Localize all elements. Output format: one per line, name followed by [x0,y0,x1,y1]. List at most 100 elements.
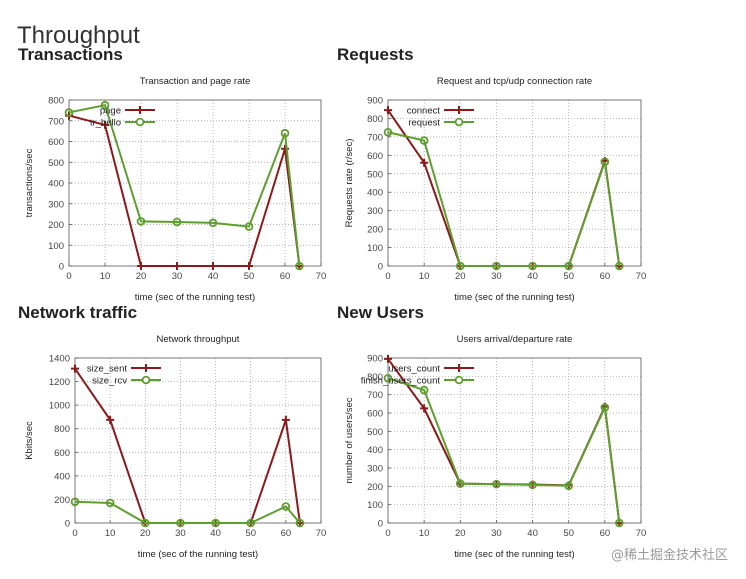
y-tick-label: 0 [378,519,383,530]
series-page [65,111,304,270]
y-tick-label: 500 [367,427,383,438]
y-tick-label: 1200 [49,377,70,388]
legend-label: page [100,106,121,117]
grid [388,358,641,523]
data-point [420,404,429,413]
data-point [419,136,429,145]
series-tr-hello [64,100,304,271]
data-point [492,479,501,489]
legend-label: tr_hello [90,118,121,129]
data-point [208,218,218,228]
section-title-transactions: Transactions [18,45,123,64]
y-tick-label: 100 [48,241,64,252]
y-tick-label: 400 [367,445,383,456]
users-arrival-departure-chart: Users arrival/departure rate 0 10 20 30 40 50 6… [344,334,646,560]
data-point [528,480,537,490]
data-point [100,100,110,110]
series-line [387,377,621,524]
data-point [492,261,501,271]
series-line [68,114,301,267]
y-axis-label: Requests rate (r/sec) [344,139,355,228]
data-point [455,261,465,271]
data-point [281,415,290,424]
y-tick-label: 100 [367,500,383,511]
x-axis-label: time (sec of the running test) [454,549,574,560]
x-tick-label: 30 [172,271,183,282]
watermark-text: @稀土掘金技术社区 [610,548,728,563]
x-axis-label: time (sec of the running test) [454,292,574,303]
y-tick-label: 600 [54,448,70,459]
data-point [564,261,574,271]
y-tick-label: 500 [48,158,64,169]
data-point [615,261,624,271]
legend-label: users_count [388,364,440,375]
x-tick-label: 50 [244,271,255,282]
x-tick-label: 30 [175,528,186,539]
data-point [295,518,305,528]
y-tick-label: 500 [367,169,383,180]
x-axis-label: time (sec of the running test) [138,549,258,560]
y-tick-label: 700 [48,116,64,127]
x-tick-label: 70 [636,271,647,282]
legend-marker [455,106,463,114]
plot-frame [387,357,642,524]
legend-marker [141,375,151,385]
legend-marker [136,106,144,114]
data-point [70,497,80,507]
series-request [383,127,624,271]
chart-title: Users arrival/departure rate [457,334,573,345]
x-tick-label: 40 [527,271,538,282]
x-tick-label: 50 [563,271,574,282]
y-tick-label: 0 [59,262,64,273]
x-tick-label: 10 [419,271,430,282]
transaction-page-rate-chart: Transaction and page rate 0 10 20 30 40 50 60 70… [24,76,327,303]
x-tick-label: 30 [491,271,502,282]
legend-marker [454,375,464,385]
y-tick-label: 800 [367,372,383,383]
x-tick-label: 40 [527,528,538,539]
y-tick-label: 600 [48,137,64,148]
y-tick-label: 300 [367,206,383,217]
data-point [244,222,254,231]
y-tick-label: 200 [48,220,64,231]
section-title-network-traffic: Network traffic [18,303,138,322]
network-throughput-chart: Network throughput 0 10 20 30 40 50 60 70 0 200 400… [24,334,326,560]
data-point [173,262,181,270]
y-tick-label: 300 [48,199,64,210]
data-point [528,261,537,271]
data-point [615,518,624,528]
data-point [211,518,220,528]
data-point [384,106,392,115]
y-tick-label: 600 [367,151,383,162]
chart-title: Request and tcp/udp connection rate [437,76,592,87]
y-tick-label: 100 [367,243,383,254]
x-tick-label: 0 [385,271,390,282]
section-title-requests: Requests [337,45,414,64]
data-point [600,157,610,167]
data-point [383,373,393,383]
data-point [106,415,115,424]
grid [69,100,321,266]
data-point [140,518,150,528]
series-line [74,500,301,524]
y-axis-label: transactions/sec [24,148,35,217]
x-tick-label: 20 [455,271,466,282]
y-tick-label: 800 [54,424,70,435]
legend-marker [142,364,150,372]
x-tick-label: 50 [245,528,256,539]
series-line [68,104,301,267]
x-tick-label: 70 [316,271,327,282]
grid [388,100,641,266]
y-axis-label: number of users/sec [344,397,355,483]
x-tick-label: 20 [455,528,466,539]
data-point [137,262,145,270]
legend-label: size_rcv [92,376,127,387]
page-title: Throughput [17,22,140,50]
y-tick-label: 400 [54,471,70,482]
data-point [176,518,185,528]
legend-label: request [408,118,440,129]
y-tick-label: 600 [367,409,383,420]
x-tick-label: 60 [600,528,611,539]
